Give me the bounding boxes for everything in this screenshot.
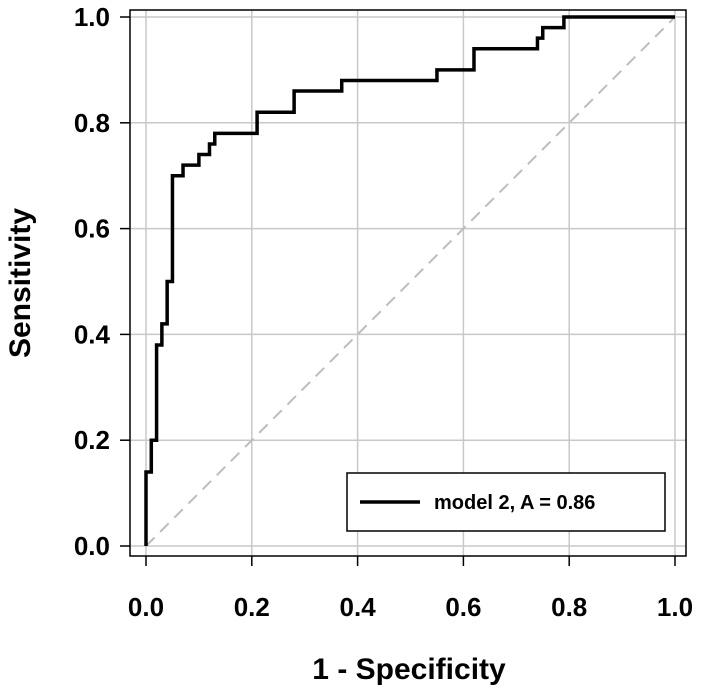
x-tick-label: 0.8 [551,592,587,622]
x-tick-label: 0.0 [128,592,164,622]
x-tick-label: 0.6 [445,592,481,622]
y-tick-label: 1.0 [74,2,110,32]
data-series [144,15,676,547]
legend: model 2, A = 0.86 [346,472,666,532]
x-tick-label: 1.0 [657,592,693,622]
y-tick-label: 0.8 [74,108,110,138]
y-tick-label: 0.4 [74,319,111,349]
reference-diagonal-line [145,16,676,547]
plot-area-frame [129,9,687,557]
x-tick-label: 0.2 [234,592,270,622]
y-tick-label: 0.0 [74,531,110,561]
y-tick-label: 0.2 [74,425,110,455]
x-tick-label: 0.4 [340,592,377,622]
roc-curve-line [144,15,675,546]
axis-ticks: 0.0 0.2 0.4 0.6 0.8 1.0 0.0 0.2 0.4 0.6 0.8 1.0 [74,2,693,622]
x-axis-title: 1 - Specificity [312,653,506,686]
legend-entry-label: model 2, A = 0.86 [434,492,595,514]
y-tick-label: 0.6 [74,214,110,244]
grid-lines [130,10,686,556]
y-axis-title: Sensitivity [4,208,37,358]
